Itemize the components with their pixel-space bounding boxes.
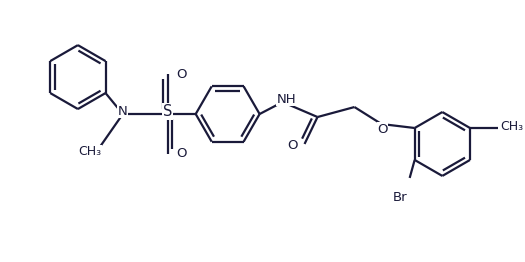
Text: CH₃: CH₃ [500, 119, 523, 133]
Text: O: O [176, 148, 187, 160]
Text: S: S [163, 103, 172, 118]
Text: N: N [118, 105, 128, 118]
Text: O: O [377, 123, 387, 135]
Text: O: O [176, 68, 187, 81]
Text: O: O [287, 139, 298, 152]
Text: NH: NH [277, 92, 297, 106]
Text: Br: Br [392, 192, 407, 204]
Text: CH₃: CH₃ [78, 145, 101, 159]
